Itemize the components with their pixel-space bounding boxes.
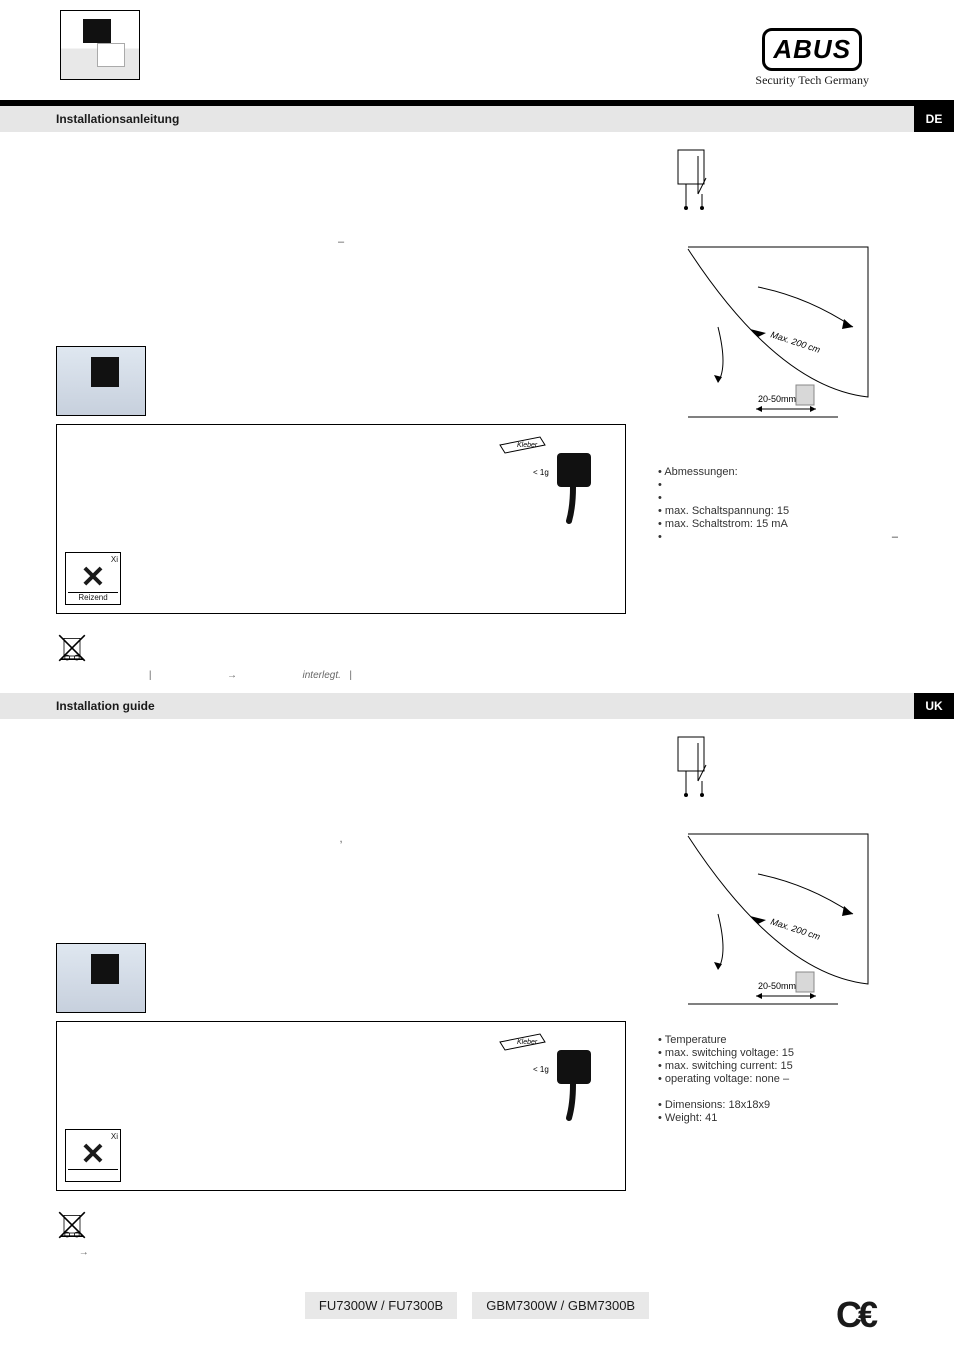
product-thumbnail <box>60 10 140 80</box>
de-bar2: | <box>349 670 352 681</box>
lang-badge-de: DE <box>914 106 954 132</box>
uk-adhesive-drawing: Kleber < 1g <box>495 1032 615 1122</box>
uk-install-box: Kleber < 1g Xi ✕ <box>56 1021 626 1191</box>
lang-bar-uk: Installation guide UK <box>0 693 954 719</box>
spec-item: Dimensions: 18x18x9 <box>658 1099 898 1111</box>
spec-item: Temperature <box>658 1034 898 1046</box>
switch-symbol-diagram <box>658 146 728 226</box>
de-note-line: | → interlegt. | <box>56 670 626 681</box>
hazard-label <box>68 1169 118 1179</box>
de-specs: Abmessungen: max. Schaltspannung: 15 max… <box>658 466 898 543</box>
uk-comma: , <box>339 833 342 845</box>
page-footer: FU7300W / FU7300B GBM7300W / GBM7300B C€ <box>0 1292 954 1340</box>
model-1: FU7300W / FU7300B <box>305 1292 457 1319</box>
switch-symbol-diagram <box>658 733 728 813</box>
model-2: GBM7300W / GBM7300B <box>472 1292 649 1319</box>
spec-item: Weight: 41 <box>658 1112 898 1124</box>
spec-item: max. switching current: 15 <box>658 1060 898 1072</box>
uk-disposal <box>56 1199 626 1241</box>
spec-item: operating voltage: none – <box>658 1073 898 1085</box>
dist-label: 20-50mm <box>758 394 796 404</box>
door-range-diagram: Max. 200 cm 20-50mm <box>658 824 878 1024</box>
hazard-label: Reizend <box>68 592 118 602</box>
spec-item: max. Schaltstrom: 15 mA <box>658 518 898 530</box>
arrow-icon: → <box>227 670 237 681</box>
lt1g-label: < 1g <box>533 468 549 477</box>
spec-item: – <box>658 531 898 543</box>
hazard-symbol: Xi ✕ Reizend <box>65 552 121 605</box>
lang-bar-title: Installationsanleitung <box>56 112 179 126</box>
spec-item <box>658 479 898 491</box>
de-italic-word: interlegt. <box>303 670 341 681</box>
de-app-photo <box>56 346 146 416</box>
de-disposal <box>56 622 626 664</box>
de-intro: – <box>56 236 626 346</box>
weee-icon <box>56 1209 88 1241</box>
uk-install-text <box>63 1028 443 1039</box>
de-specs-heading <box>658 450 898 462</box>
uk-note-line: → <box>56 1247 626 1258</box>
lang-badge-uk: UK <box>914 693 954 719</box>
svg-text:Max. 200 cm: Max. 200 cm <box>769 916 822 942</box>
hazard-x-icon: ✕ <box>68 564 118 592</box>
spec-item: Abmessungen: <box>658 466 898 478</box>
de-adhesive-drawing: Kleber < 1g <box>495 435 615 525</box>
max200-label: Max. 200 cm <box>769 329 822 355</box>
model-numbers: FU7300W / FU7300B GBM7300W / GBM7300B <box>0 1292 954 1319</box>
de-dash: – <box>338 236 344 248</box>
brand-name: ABUS <box>762 28 862 71</box>
section-uk: , Kleber < 1g Xi ✕ <box>0 719 954 1270</box>
de-bar1: | <box>149 670 152 681</box>
spec-item <box>658 492 898 504</box>
uk-specs-bottom: Dimensions: 18x18x9 Weight: 41 <box>658 1099 898 1124</box>
spec-item: max. Schaltspannung: 15 <box>658 505 898 517</box>
de-install-box: Kleber < 1g Xi ✕ Reizend <box>56 424 626 614</box>
page-header: ABUS Security Tech Germany <box>0 0 954 100</box>
brand-logo: ABUS Security Tech Germany <box>755 28 869 88</box>
de-install-text <box>63 431 443 442</box>
ce-mark: C€ <box>836 1294 874 1336</box>
uk-specs-top: Temperature max. switching voltage: 15 m… <box>658 1034 898 1085</box>
hazard-symbol: Xi ✕ <box>65 1129 121 1182</box>
section-de: – Kleber < 1g Xi ✕ Reizend <box>0 132 954 693</box>
svg-text:< 1g: < 1g <box>533 1065 549 1074</box>
arrow-icon: → <box>79 1247 89 1258</box>
uk-app-photo <box>56 943 146 1013</box>
weee-icon <box>56 632 88 664</box>
svg-text:20-50mm: 20-50mm <box>758 981 796 991</box>
svg-text:Kleber: Kleber <box>517 1039 538 1046</box>
lang-bar-de: Installationsanleitung DE <box>0 106 954 132</box>
hazard-x-icon: ✕ <box>68 1141 118 1169</box>
spec-item: max. switching voltage: 15 <box>658 1047 898 1059</box>
de-spec-dash: – <box>892 531 898 543</box>
door-range-diagram: Max. 200 cm 20-50mm <box>658 237 878 437</box>
brand-tagline: Security Tech Germany <box>755 73 869 88</box>
lang-bar-title: Installation guide <box>56 699 155 713</box>
kleber-label: Kleber <box>517 442 538 449</box>
uk-intro: , <box>56 833 626 943</box>
